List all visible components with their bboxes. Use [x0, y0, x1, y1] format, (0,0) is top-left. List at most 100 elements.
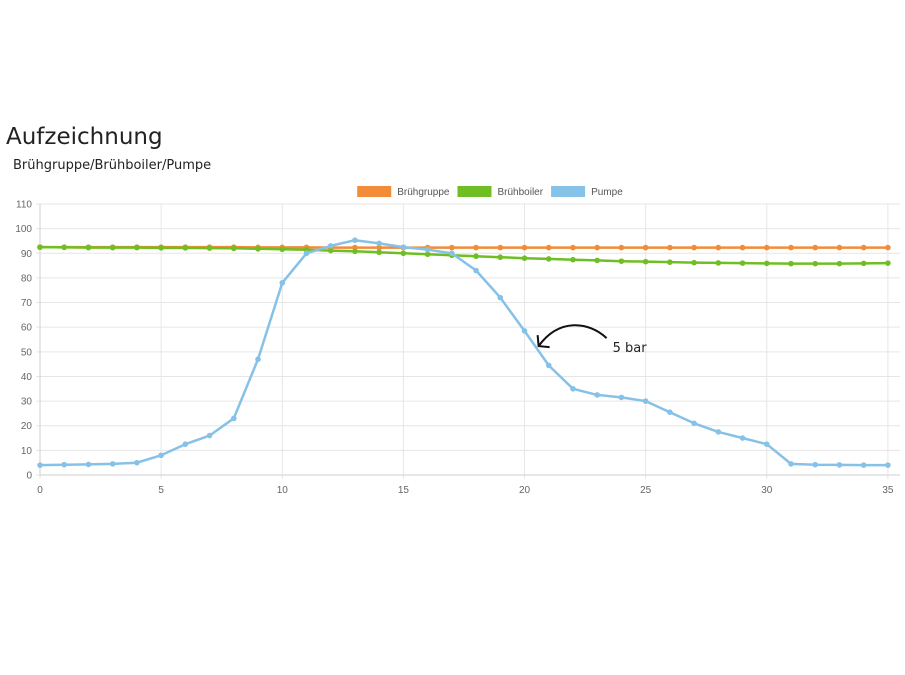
data-point-pumpe[interactable]: [352, 237, 358, 244]
data-point-br-hboiler[interactable]: [836, 260, 843, 267]
data-point-br-hgruppe[interactable]: [885, 244, 891, 251]
data-point-br-hboiler[interactable]: [61, 244, 68, 251]
data-point-br-hboiler[interactable]: [521, 255, 528, 261]
data-point-pumpe[interactable]: [812, 461, 819, 468]
data-point-pumpe[interactable]: [860, 462, 867, 468]
data-point-br-hboiler[interactable]: [691, 259, 697, 266]
data-point-br-hboiler[interactable]: [788, 260, 794, 267]
data-point-br-hgruppe[interactable]: [497, 244, 504, 251]
data-point-br-hgruppe[interactable]: [860, 244, 867, 251]
data-point-pumpe[interactable]: [206, 432, 213, 439]
data-point-br-hboiler[interactable]: [255, 246, 261, 252]
data-point-br-hgruppe[interactable]: [376, 244, 382, 251]
data-point-br-hboiler[interactable]: [206, 245, 213, 251]
data-point-br-hgruppe[interactable]: [715, 244, 722, 251]
data-point-pumpe[interactable]: [763, 441, 770, 448]
data-point-pumpe[interactable]: [134, 459, 140, 466]
data-point-pumpe[interactable]: [885, 462, 891, 468]
data-point-pumpe[interactable]: [182, 441, 189, 448]
data-point-pumpe[interactable]: [376, 240, 382, 247]
data-point-br-hboiler[interactable]: [85, 244, 92, 251]
data-point-br-hboiler[interactable]: [545, 256, 552, 262]
data-point-br-hboiler[interactable]: [376, 249, 382, 256]
data-point-br-hboiler[interactable]: [352, 248, 358, 255]
x-tick-label: 15: [398, 485, 410, 496]
data-point-pumpe[interactable]: [739, 435, 746, 441]
data-point-br-hboiler[interactable]: [642, 258, 649, 265]
data-point-pumpe[interactable]: [85, 461, 92, 468]
data-point-pumpe[interactable]: [279, 280, 286, 286]
data-point-br-hboiler[interactable]: [594, 257, 600, 264]
data-point-br-hgruppe[interactable]: [836, 244, 843, 251]
data-point-pumpe[interactable]: [618, 394, 625, 401]
data-point-pumpe[interactable]: [158, 452, 164, 459]
data-point-pumpe[interactable]: [109, 461, 116, 467]
data-point-pumpe[interactable]: [231, 415, 237, 422]
legend-swatch: [551, 186, 586, 197]
data-point-pumpe[interactable]: [691, 420, 697, 427]
data-point-br-hgruppe[interactable]: [473, 244, 479, 251]
annotation-label: 5 bar: [613, 341, 648, 356]
data-point-br-hboiler[interactable]: [763, 260, 770, 267]
x-tick-label: 30: [761, 485, 773, 496]
data-point-br-hboiler[interactable]: [109, 244, 116, 251]
data-point-br-hgruppe[interactable]: [642, 244, 649, 251]
data-point-br-hgruppe[interactable]: [788, 244, 794, 251]
data-point-br-hboiler[interactable]: [570, 256, 576, 263]
data-point-br-hboiler[interactable]: [158, 245, 164, 251]
legend-item-br-hgruppe[interactable]: Brühgruppe: [357, 186, 450, 198]
data-point-pumpe[interactable]: [424, 246, 431, 253]
data-point-br-hgruppe[interactable]: [570, 244, 576, 251]
data-point-br-hboiler[interactable]: [739, 260, 746, 266]
data-point-br-hboiler[interactable]: [400, 250, 407, 257]
data-point-pumpe[interactable]: [61, 461, 68, 468]
data-point-pumpe[interactable]: [497, 294, 504, 301]
data-point-pumpe[interactable]: [255, 356, 261, 363]
data-point-br-hgruppe[interactable]: [812, 244, 819, 251]
data-point-br-hboiler[interactable]: [497, 254, 504, 261]
data-point-pumpe[interactable]: [303, 250, 310, 257]
data-point-pumpe[interactable]: [449, 250, 455, 257]
data-point-br-hgruppe[interactable]: [449, 244, 455, 251]
legend-item-br-hboiler[interactable]: Brühboiler: [457, 186, 544, 198]
data-point-pumpe[interactable]: [667, 409, 673, 415]
data-point-br-hboiler[interactable]: [618, 258, 625, 264]
data-point-pumpe[interactable]: [642, 398, 649, 404]
data-point-pumpe[interactable]: [570, 385, 576, 392]
data-point-br-hgruppe[interactable]: [521, 244, 528, 251]
data-point-br-hboiler[interactable]: [667, 259, 673, 265]
data-point-pumpe[interactable]: [37, 462, 43, 468]
data-point-pumpe[interactable]: [521, 328, 528, 334]
data-point-pumpe[interactable]: [788, 461, 794, 467]
data-point-br-hgruppe[interactable]: [739, 244, 746, 251]
data-point-pumpe[interactable]: [836, 462, 843, 468]
data-point-pumpe[interactable]: [473, 267, 479, 274]
data-point-br-hboiler[interactable]: [860, 260, 867, 267]
data-point-br-hboiler[interactable]: [473, 253, 479, 260]
data-point-br-hboiler[interactable]: [424, 251, 431, 258]
data-point-br-hgruppe[interactable]: [545, 244, 552, 251]
legend-item-pumpe[interactable]: Pumpe: [551, 186, 623, 198]
data-point-br-hboiler[interactable]: [37, 244, 43, 250]
data-point-br-hgruppe[interactable]: [618, 244, 625, 251]
chart-grid: [36, 203, 900, 479]
data-point-br-hboiler[interactable]: [231, 245, 237, 252]
data-point-br-hgruppe[interactable]: [691, 244, 697, 251]
chart-legend[interactable]: Brühgruppe Brühboiler Pumpe: [357, 186, 623, 198]
y-tick-label: 70: [21, 298, 33, 309]
data-point-br-hboiler[interactable]: [715, 260, 722, 266]
data-point-br-hboiler[interactable]: [182, 245, 189, 251]
data-point-br-hboiler[interactable]: [885, 260, 891, 266]
data-point-br-hgruppe[interactable]: [763, 244, 770, 251]
data-point-br-hboiler[interactable]: [134, 244, 140, 251]
data-point-br-hboiler[interactable]: [327, 247, 334, 254]
data-point-pumpe[interactable]: [545, 362, 552, 369]
data-point-pumpe[interactable]: [594, 392, 600, 398]
data-point-br-hboiler[interactable]: [812, 260, 819, 267]
data-point-pumpe[interactable]: [400, 244, 407, 250]
data-point-br-hgruppe[interactable]: [667, 244, 673, 251]
data-point-pumpe[interactable]: [327, 243, 334, 249]
data-point-pumpe[interactable]: [715, 429, 722, 435]
data-point-br-hgruppe[interactable]: [594, 244, 600, 251]
data-point-br-hboiler[interactable]: [279, 246, 286, 253]
